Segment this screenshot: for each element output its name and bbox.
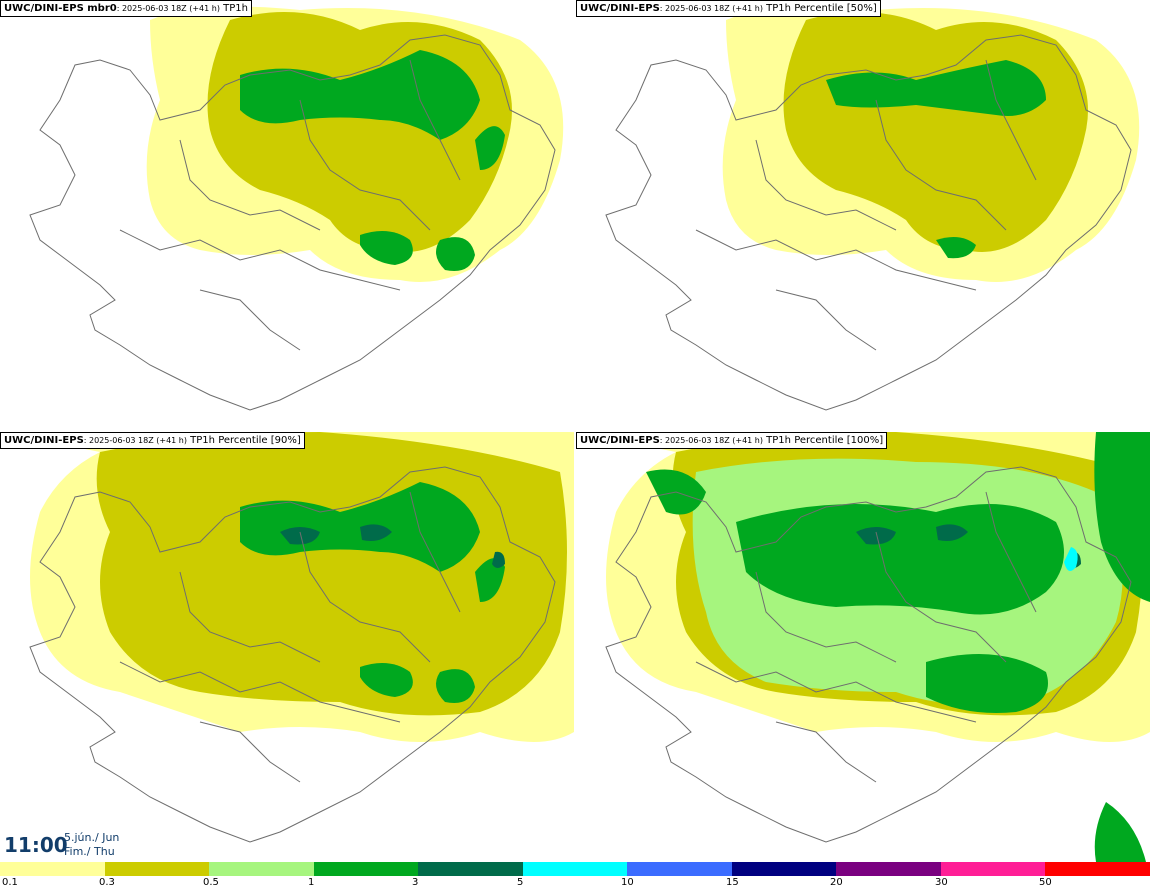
legend-label: 3	[412, 877, 419, 888]
legend-labels: 0.1 0.3 0.5 1 3 5 10 15 20 30 50	[0, 877, 1150, 891]
legend-swatch	[1045, 862, 1150, 876]
legend-color-bar	[0, 862, 1150, 876]
map-panel-p50: UWC/DINI-EPS: 2025-06-03 18Z (+41 h) TP1…	[576, 0, 1150, 430]
legend-swatch	[731, 862, 837, 876]
legend-swatch	[104, 862, 210, 876]
color-legend: 0.1 0.3 0.5 1 3 5 10 15 20 30 50	[0, 862, 1150, 891]
panel-title: UWC/DINI-EPS mbr0: 2025-06-03 18Z (+41 h…	[0, 0, 252, 17]
legend-swatch	[313, 862, 419, 876]
legend-swatch	[0, 862, 105, 876]
valid-day: Fim./ Thu	[64, 845, 115, 858]
map-panel-p100: UWC/DINI-EPS: 2025-06-03 18Z (+41 h) TP1…	[576, 432, 1150, 862]
panel-title: UWC/DINI-EPS: 2025-06-03 18Z (+41 h) TP1…	[0, 432, 305, 449]
panel-title: UWC/DINI-EPS: 2025-06-03 18Z (+41 h) TP1…	[576, 0, 881, 17]
legend-label: 50	[1039, 877, 1052, 888]
legend-swatch	[522, 862, 628, 876]
legend-label: 15	[726, 877, 739, 888]
legend-label: 20	[830, 877, 843, 888]
valid-date: 5.jún./ Jun	[64, 831, 120, 844]
precip-map-p100	[576, 432, 1150, 862]
legend-swatch	[209, 862, 314, 876]
valid-time: 11:00	[4, 833, 68, 857]
legend-label: 1	[308, 877, 315, 888]
legend-label: 10	[621, 877, 634, 888]
legend-swatch	[627, 862, 732, 876]
legend-label: 5	[517, 877, 524, 888]
panel-title: UWC/DINI-EPS: 2025-06-03 18Z (+41 h) TP1…	[576, 432, 888, 449]
legend-swatch	[940, 862, 1046, 876]
legend-swatch	[836, 862, 941, 876]
legend-label: 0.5	[203, 877, 219, 888]
precip-map-p90	[0, 432, 574, 843]
precip-map-p50	[605, 6, 1140, 411]
map-panel-mbr0: UWC/DINI-EPS mbr0: 2025-06-03 18Z (+41 h…	[0, 0, 574, 430]
legend-label: 0.3	[99, 877, 115, 888]
precip-map-mbr0	[29, 6, 564, 411]
legend-label: 0.1	[2, 877, 18, 888]
legend-swatch	[418, 862, 523, 876]
map-panel-p90: UWC/DINI-EPS: 2025-06-03 18Z (+41 h) TP1…	[0, 432, 574, 862]
legend-label: 30	[935, 877, 948, 888]
valid-time-box: 11:00 5.jún./ Jun Fim./ Thu	[0, 826, 128, 862]
